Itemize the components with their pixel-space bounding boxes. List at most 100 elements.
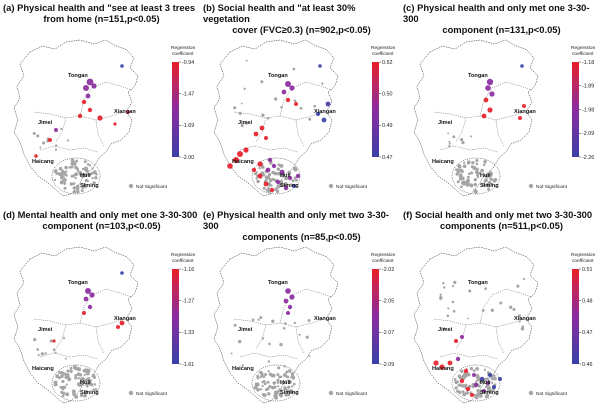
legend-title: coefficient: [172, 258, 194, 264]
not-significant-point: [63, 186, 67, 190]
not-significant-point: [294, 178, 298, 182]
not-significant-point: [456, 168, 460, 172]
not-significant-point: [93, 383, 96, 386]
significant-point: [243, 147, 249, 153]
not-significant-point: [270, 374, 273, 378]
not-significant-legend-label: Not Significant: [336, 391, 368, 397]
not-significant-point: [61, 385, 66, 390]
panel-title-line2: component (n=131,p<0.05): [442, 24, 561, 35]
district-label-jimei: Jimei: [38, 327, 53, 333]
district-boundary: [55, 117, 67, 143]
not-significant-point: [487, 187, 491, 191]
not-significant-point: [60, 374, 64, 379]
island-outline: [51, 157, 101, 195]
panel-title: (a) Physical health and "see at least 3 …: [3, 2, 200, 24]
significant-point: [83, 85, 89, 91]
district-boundary: [433, 318, 525, 328]
not-significant-point: [253, 385, 258, 390]
not-significant-point: [469, 183, 474, 188]
not-significant-point: [61, 169, 64, 173]
not-significant-point: [264, 382, 267, 385]
panel-title-line2: component (n=103,p<0.05): [42, 220, 161, 231]
not-significant-point: [476, 175, 480, 179]
panel-title: (d) Mental health and only met one 3-30-…: [3, 209, 200, 231]
significant-point: [472, 373, 476, 377]
panel-title-line1: (a) Physical health and "see at least 3 …: [3, 2, 196, 13]
not-significant-point: [69, 369, 73, 374]
significant-point: [237, 151, 243, 157]
not-significant-point: [275, 394, 278, 397]
district-label-jimei: Jimei: [238, 120, 253, 126]
not-significant-point: [70, 158, 75, 163]
not-significant-point: [69, 366, 73, 370]
legend-title: coefficient: [372, 258, 394, 264]
significant-point: [479, 376, 485, 382]
not-significant-point: [446, 314, 450, 318]
district-label-haicang: Haicang: [432, 366, 454, 372]
not-significant-point: [472, 166, 477, 170]
district-label-xiangan: Xiangan: [114, 109, 136, 115]
district-label-siming: Siming: [280, 390, 299, 396]
legend-title: Regression: [571, 252, 596, 258]
island-outline: [251, 364, 301, 402]
not-significant-point: [71, 389, 76, 394]
significant-point: [54, 128, 58, 132]
not-significant-point: [81, 167, 85, 171]
significant-point: [522, 104, 526, 108]
not-significant-point: [74, 376, 78, 380]
significant-point: [279, 169, 285, 175]
not-significant-point: [91, 373, 96, 378]
significant-point: [285, 81, 291, 87]
significant-point: [454, 339, 458, 343]
significant-point: [482, 389, 486, 393]
district-label-haicang: Haicang: [32, 366, 54, 372]
not-significant-point: [464, 383, 468, 387]
significant-point: [455, 356, 461, 362]
not-significant-point: [461, 140, 465, 145]
color-bar-tick-label: -1.61: [182, 362, 194, 368]
not-significant-point: [458, 383, 462, 387]
not-significant-point: [475, 162, 479, 166]
not-significant-point: [62, 336, 66, 340]
not-significant-point: [321, 82, 324, 85]
not-significant-point: [258, 388, 261, 391]
not-significant-point: [261, 384, 264, 388]
significant-point: [485, 85, 491, 91]
not-significant-point: [523, 277, 526, 281]
not-significant-point: [266, 387, 270, 391]
not-significant-point: [240, 102, 243, 105]
not-significant-point: [63, 181, 67, 185]
not-significant-point: [462, 392, 467, 397]
not-significant-point: [276, 378, 280, 382]
district-label-xiangan: Xiangan: [514, 109, 536, 115]
color-bar-tick-label: -1.47: [182, 91, 194, 97]
legend-title: Regression: [571, 45, 596, 51]
map-panel-f: (f) Social health and only met two 3-30-…: [400, 207, 600, 413]
significant-point: [253, 131, 259, 137]
not-significant-point: [262, 375, 266, 379]
district-label-xiangan: Xiangan: [114, 316, 136, 322]
not-significant-point: [62, 178, 67, 183]
significant-point: [486, 78, 494, 86]
panel-title-line1: (b) Social health and "at least 30% vege…: [203, 2, 356, 24]
not-significant-point: [283, 386, 288, 391]
not-significant-point: [58, 166, 63, 171]
district-boundary: [479, 81, 533, 117]
not-significant-point: [462, 183, 466, 186]
panel-title-line1: (f) Social health and only met two 3-30-…: [403, 209, 593, 220]
significant-point: [251, 167, 257, 173]
panel-title-line2: components (n=85,p<0.05): [242, 231, 361, 242]
color-bar-tick-label: -1.33: [182, 330, 194, 336]
not-significant-point: [478, 171, 482, 175]
not-significant-point: [290, 374, 295, 379]
color-bar-tick-label: -2.02: [382, 267, 394, 273]
not-significant-point: [53, 169, 57, 174]
not-significant-point: [453, 378, 457, 381]
not-significant-point: [468, 172, 471, 176]
not-significant-point: [86, 163, 90, 166]
not-significant-point: [238, 111, 242, 115]
not-significant-point: [487, 388, 491, 392]
not-significant-point: [472, 369, 476, 373]
not-significant-point: [520, 327, 525, 331]
significant-point: [287, 175, 293, 181]
